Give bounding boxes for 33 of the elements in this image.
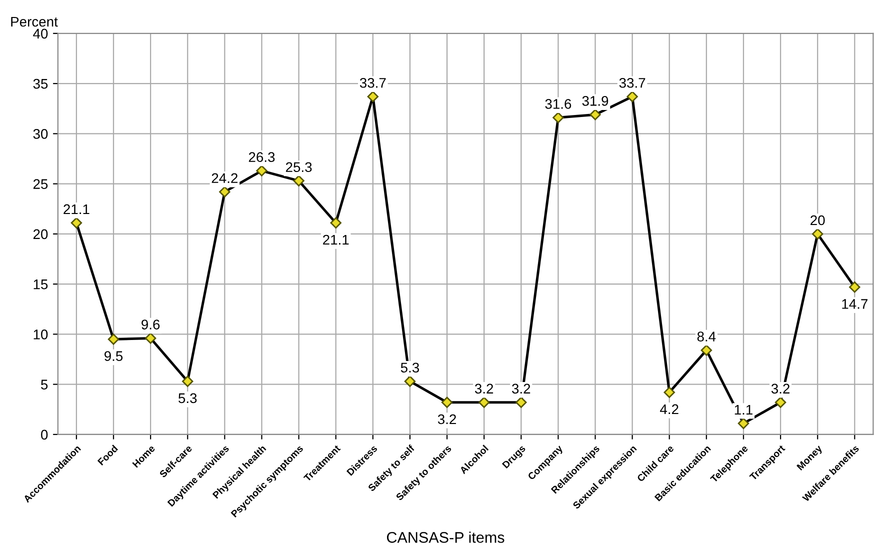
data-label: 5.3	[400, 362, 420, 373]
y-tick-label: 5	[41, 380, 48, 390]
data-label: 21.1	[64, 204, 90, 214]
data-label: 14.7	[842, 299, 868, 309]
data-label: 1.1	[734, 404, 752, 415]
x-axis-title: CANSAS-P items	[386, 532, 504, 543]
data-label: 33.7	[619, 78, 646, 88]
data-label: 24.2	[212, 173, 238, 183]
y-tick-label: 40	[33, 28, 48, 39]
y-tick-label: 35	[33, 78, 48, 89]
data-label: 8.4	[697, 332, 716, 342]
data-label: 3.2	[512, 384, 530, 394]
data-label: 4.2	[660, 404, 678, 414]
data-label: 3.2	[438, 414, 456, 424]
data-label: 9.5	[104, 351, 123, 361]
data-label: 5.3	[178, 393, 197, 404]
data-label: 31.9	[582, 96, 608, 106]
data-label: 33.7	[360, 78, 386, 88]
data-label: 20	[810, 215, 825, 226]
y-tick-label: 0	[41, 430, 48, 440]
data-label: 31.6	[545, 99, 572, 109]
data-label: 25.3	[286, 162, 312, 172]
y-axis-title: Percent	[11, 16, 58, 27]
data-label: 3.2	[474, 384, 494, 394]
data-label: 26.3	[248, 152, 275, 162]
y-tick-label: 15	[34, 280, 48, 290]
data-label: 9.6	[142, 320, 160, 330]
y-tick-label: 20	[33, 229, 48, 240]
y-tick-label: 25	[33, 179, 48, 189]
data-label: 3.2	[771, 384, 790, 394]
data-label: 21.1	[323, 234, 349, 245]
y-tick-label: 30	[33, 129, 48, 139]
y-tick-label: 10	[34, 330, 48, 340]
